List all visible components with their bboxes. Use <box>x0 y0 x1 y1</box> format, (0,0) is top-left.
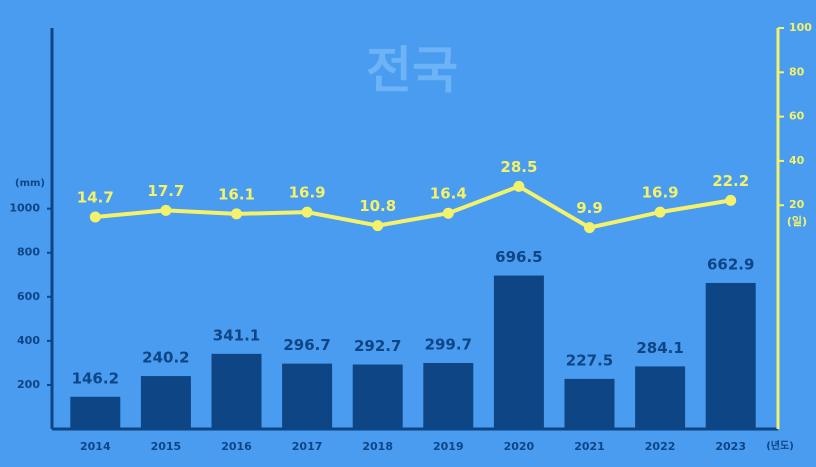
y2-tick-label: 100 <box>789 21 812 34</box>
bar-value-label: 146.2 <box>72 369 119 387</box>
x-tick-label: 2014 <box>80 440 111 453</box>
bar <box>140 376 191 429</box>
x-tick-label: 2020 <box>504 440 535 453</box>
line-value-label: 14.7 <box>77 188 114 206</box>
x-tick-label: 2021 <box>574 440 605 453</box>
line-point <box>442 207 454 219</box>
x-tick-label: 2019 <box>433 440 464 453</box>
line-value-label: 16.4 <box>430 185 467 203</box>
line-point <box>89 211 101 223</box>
bar-value-label: 341.1 <box>213 326 260 344</box>
line-value-label: 10.8 <box>359 197 396 215</box>
bar <box>705 282 756 429</box>
bar-value-label: 240.2 <box>142 349 189 367</box>
bar <box>70 396 121 429</box>
bar <box>423 362 474 429</box>
y2-unit: (일) <box>787 214 807 228</box>
y-tick-label: 600 <box>17 290 40 303</box>
line-value-label: 28.5 <box>500 158 537 176</box>
line-value-label: 22.2 <box>712 172 749 190</box>
y-tick-label: 1000 <box>9 202 40 215</box>
y-tick-label: 400 <box>17 334 40 347</box>
bar-value-label: 292.7 <box>354 337 401 355</box>
line-value-label: 16.9 <box>289 184 326 202</box>
bar <box>352 364 403 429</box>
y-tick-label: 800 <box>17 246 40 259</box>
line-point <box>513 180 525 192</box>
chart-title: 전국 <box>366 42 458 100</box>
y2-tick-label: 60 <box>789 110 805 123</box>
x-tick-label: 2017 <box>292 440 323 453</box>
line-value-label: 9.9 <box>576 199 603 217</box>
bar-value-label: 662.9 <box>707 255 754 273</box>
x-unit: (년도) <box>766 439 794 452</box>
bar-value-label: 284.1 <box>636 339 683 357</box>
line-point <box>725 194 737 206</box>
bar-value-label: 696.5 <box>495 248 542 266</box>
x-tick-label: 2022 <box>645 440 676 453</box>
bar <box>564 378 615 429</box>
bar-value-label: 227.5 <box>566 351 613 369</box>
bar-value-label: 299.7 <box>425 335 472 353</box>
y-tick-label: 200 <box>17 378 40 391</box>
line-point <box>372 220 384 232</box>
bar <box>635 366 686 429</box>
bar <box>493 275 544 429</box>
bar <box>211 353 262 429</box>
line-value-label: 16.1 <box>218 185 255 203</box>
x-tick-label: 2015 <box>151 440 182 453</box>
line-point <box>654 206 666 218</box>
line <box>95 184 732 230</box>
y2-tick-label: 40 <box>789 154 805 167</box>
line-point <box>231 208 242 220</box>
line-point <box>301 206 313 218</box>
x-tick-label: 2018 <box>362 440 393 453</box>
y2-tick-label: 80 <box>789 65 805 78</box>
bar-value-label: 296.7 <box>283 336 330 354</box>
line-point <box>584 222 595 234</box>
line-point <box>160 204 172 216</box>
line-value-label: 16.9 <box>642 184 679 202</box>
y2-tick-label: 20 <box>789 198 805 211</box>
x-tick-label: 2023 <box>715 440 746 453</box>
line-value-label: 17.7 <box>147 182 184 200</box>
x-tick-label: 2016 <box>221 440 252 453</box>
y-unit: (mm) <box>15 178 45 189</box>
bar <box>282 363 333 429</box>
